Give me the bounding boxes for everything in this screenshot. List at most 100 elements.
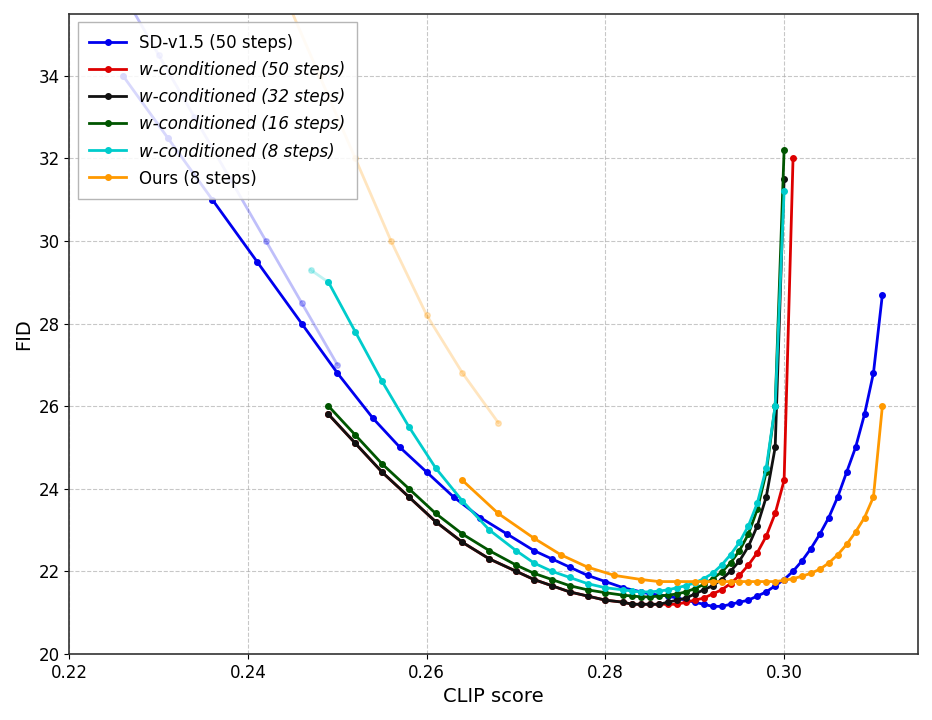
SD-v1.5 (50 steps)	[850, 443, 861, 451]
SD-v1.5 (50 steps)	[474, 513, 486, 522]
w-conditioned (8 steps)	[689, 578, 700, 587]
Ours (8 steps)	[716, 577, 727, 586]
w-conditioned (16 steps)	[707, 575, 719, 583]
w-conditioned (8 steps)	[322, 278, 334, 287]
w-conditioned (50 steps)	[663, 600, 674, 608]
SD-v1.5 (50 steps)	[752, 592, 763, 600]
Legend: SD-v1.5 (50 steps), w-conditioned (50 steps), w-conditioned (32 steps), w-condit: SD-v1.5 (50 steps), w-conditioned (50 st…	[77, 22, 357, 199]
SD-v1.5 (50 steps)	[448, 492, 459, 501]
SD-v1.5 (50 steps)	[501, 530, 513, 539]
w-conditioned (32 steps)	[350, 439, 361, 448]
w-conditioned (16 steps)	[761, 468, 772, 477]
w-conditioned (8 steps)	[761, 464, 772, 472]
w-conditioned (8 steps)	[457, 497, 468, 505]
w-conditioned (16 steps)	[636, 593, 647, 601]
w-conditioned (8 steps)	[707, 569, 719, 577]
SD-v1.5 (50 steps)	[367, 414, 378, 423]
Ours (8 steps)	[815, 565, 826, 574]
w-conditioned (16 steps)	[752, 505, 763, 513]
Y-axis label: FID: FID	[14, 318, 33, 350]
SD-v1.5 (50 steps)	[618, 583, 629, 592]
w-conditioned (8 steps)	[680, 581, 692, 590]
w-conditioned (16 steps)	[600, 588, 611, 597]
w-conditioned (16 steps)	[733, 546, 745, 555]
Ours (8 steps)	[796, 572, 807, 580]
w-conditioned (8 steps)	[582, 580, 593, 588]
w-conditioned (16 steps)	[582, 585, 593, 594]
w-conditioned (50 steps)	[484, 554, 495, 563]
w-conditioned (32 steps)	[546, 581, 557, 590]
w-conditioned (32 steps)	[582, 592, 593, 600]
SD-v1.5 (50 steps)	[778, 575, 789, 584]
SD-v1.5 (50 steps)	[770, 581, 781, 590]
w-conditioned (8 steps)	[546, 567, 557, 575]
w-conditioned (16 steps)	[350, 431, 361, 439]
SD-v1.5 (50 steps)	[832, 492, 843, 501]
w-conditioned (16 steps)	[770, 402, 781, 410]
Ours (8 steps)	[582, 563, 593, 572]
w-conditioned (16 steps)	[743, 530, 754, 539]
w-conditioned (32 steps)	[761, 492, 772, 501]
w-conditioned (32 steps)	[322, 410, 334, 419]
w-conditioned (50 steps)	[778, 476, 789, 485]
w-conditioned (32 steps)	[653, 600, 665, 608]
w-conditioned (32 steps)	[528, 575, 540, 584]
w-conditioned (8 steps)	[600, 583, 611, 592]
w-conditioned (50 steps)	[716, 585, 727, 594]
w-conditioned (50 steps)	[618, 598, 629, 606]
SD-v1.5 (50 steps)	[815, 530, 826, 539]
SD-v1.5 (50 steps)	[546, 554, 557, 563]
Ours (8 steps)	[733, 577, 745, 586]
w-conditioned (16 steps)	[528, 569, 540, 577]
w-conditioned (32 steps)	[663, 598, 674, 606]
w-conditioned (50 steps)	[564, 588, 575, 596]
Line: w-conditioned (8 steps): w-conditioned (8 steps)	[325, 189, 787, 595]
w-conditioned (16 steps)	[680, 588, 692, 596]
Line: Ours (8 steps): Ours (8 steps)	[459, 403, 885, 585]
SD-v1.5 (50 steps)	[788, 567, 799, 575]
Ours (8 steps)	[859, 513, 870, 522]
w-conditioned (8 steps)	[752, 499, 763, 508]
w-conditioned (32 steps)	[671, 596, 682, 605]
w-conditioned (16 steps)	[564, 581, 575, 590]
w-conditioned (50 steps)	[689, 596, 700, 605]
w-conditioned (16 steps)	[645, 593, 656, 601]
SD-v1.5 (50 steps)	[207, 195, 218, 204]
w-conditioned (50 steps)	[430, 518, 441, 526]
Ours (8 steps)	[778, 576, 789, 585]
w-conditioned (50 steps)	[788, 154, 799, 163]
SD-v1.5 (50 steps)	[716, 602, 727, 611]
w-conditioned (32 steps)	[484, 554, 495, 563]
w-conditioned (50 steps)	[733, 571, 745, 580]
w-conditioned (16 steps)	[725, 559, 736, 567]
w-conditioned (8 steps)	[430, 464, 441, 472]
Ours (8 steps)	[725, 577, 736, 586]
Line: w-conditioned (32 steps): w-conditioned (32 steps)	[325, 176, 787, 607]
Line: SD-v1.5 (50 steps): SD-v1.5 (50 steps)	[120, 73, 885, 609]
Line: w-conditioned (16 steps): w-conditioned (16 steps)	[325, 148, 787, 600]
w-conditioned (8 steps)	[778, 187, 789, 196]
Ours (8 steps)	[877, 402, 888, 410]
Ours (8 steps)	[761, 577, 772, 586]
SD-v1.5 (50 steps)	[600, 577, 611, 586]
SD-v1.5 (50 steps)	[733, 598, 745, 606]
SD-v1.5 (50 steps)	[805, 544, 816, 553]
w-conditioned (32 steps)	[778, 175, 789, 184]
w-conditioned (8 steps)	[725, 550, 736, 559]
Ours (8 steps)	[770, 577, 781, 586]
SD-v1.5 (50 steps)	[252, 257, 263, 266]
Ours (8 steps)	[832, 550, 843, 559]
SD-v1.5 (50 steps)	[761, 588, 772, 596]
w-conditioned (8 steps)	[350, 328, 361, 336]
SD-v1.5 (50 steps)	[796, 557, 807, 565]
w-conditioned (16 steps)	[484, 546, 495, 555]
X-axis label: CLIP score: CLIP score	[444, 687, 544, 706]
w-conditioned (8 steps)	[716, 561, 727, 570]
w-conditioned (50 steps)	[761, 532, 772, 541]
SD-v1.5 (50 steps)	[698, 600, 709, 608]
w-conditioned (8 steps)	[733, 538, 745, 546]
w-conditioned (8 steps)	[698, 575, 709, 583]
Ours (8 steps)	[457, 476, 468, 485]
Ours (8 steps)	[788, 575, 799, 583]
w-conditioned (50 steps)	[636, 600, 647, 608]
